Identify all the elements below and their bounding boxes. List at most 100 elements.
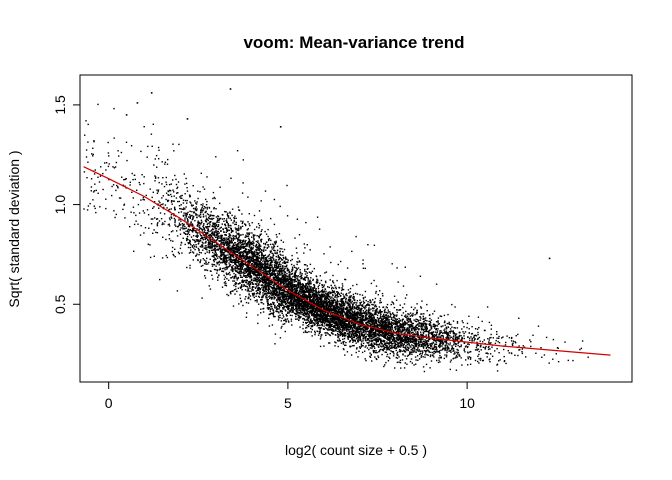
- data-point: [299, 307, 301, 310]
- data-point: [484, 347, 487, 349]
- data-point: [396, 326, 399, 328]
- data-point: [313, 267, 315, 270]
- data-point: [488, 321, 491, 324]
- data-point: [338, 340, 341, 342]
- data-point: [177, 200, 179, 203]
- data-point: [233, 244, 236, 247]
- data-point: [262, 294, 265, 297]
- data-point: [176, 192, 178, 194]
- data-point: [279, 337, 282, 339]
- data-point: [92, 147, 94, 149]
- data-point: [157, 190, 159, 193]
- data-point: [420, 317, 422, 319]
- data-point: [369, 331, 371, 334]
- data-point: [290, 278, 292, 280]
- data-point: [268, 296, 270, 298]
- data-point: [241, 241, 243, 244]
- data-point: [282, 251, 284, 253]
- data-point: [239, 241, 241, 243]
- data-point: [320, 311, 322, 313]
- data-point: [242, 220, 244, 223]
- data-point: [282, 267, 284, 269]
- data-point: [221, 258, 223, 260]
- data-point: [274, 264, 277, 266]
- data-point: [263, 255, 265, 258]
- data-point: [222, 260, 224, 262]
- data-point: [171, 250, 173, 253]
- data-point: [276, 252, 278, 255]
- data-point: [353, 311, 355, 313]
- data-point: [389, 357, 391, 360]
- data-point: [161, 197, 163, 199]
- data-point: [277, 270, 279, 272]
- data-point: [395, 321, 397, 324]
- data-points: [83, 88, 589, 373]
- data-point: [368, 314, 370, 317]
- data-point: [187, 230, 189, 233]
- data-point: [251, 288, 253, 291]
- data-point: [476, 348, 478, 350]
- data-point: [428, 347, 430, 349]
- data-point: [268, 291, 270, 294]
- data-point: [288, 269, 290, 271]
- data-point: [476, 343, 478, 345]
- data-point: [189, 242, 191, 245]
- data-point: [426, 327, 428, 330]
- data-point: [399, 359, 402, 362]
- data-point: [284, 319, 286, 322]
- data-point: [177, 251, 180, 253]
- data-point: [285, 319, 287, 321]
- data-point: [266, 296, 268, 299]
- data-point: [386, 323, 388, 325]
- data-point: [317, 304, 320, 306]
- data-point: [252, 286, 254, 288]
- data-point: [420, 355, 423, 357]
- data-point: [228, 248, 230, 250]
- data-point: [214, 197, 216, 200]
- data-point: [403, 367, 406, 369]
- data-point: [187, 242, 189, 244]
- data-point: [318, 332, 321, 335]
- data-point: [310, 291, 312, 294]
- data-point: [354, 319, 356, 321]
- data-point: [324, 327, 327, 329]
- data-point: [349, 304, 351, 306]
- data-point: [298, 312, 300, 314]
- data-point: [259, 251, 261, 253]
- data-point: [155, 154, 158, 157]
- data-point: [384, 346, 386, 348]
- data-point: [291, 311, 293, 313]
- data-point: [173, 206, 176, 208]
- data-point: [300, 287, 302, 289]
- data-point: [249, 280, 251, 283]
- data-point: [303, 290, 306, 293]
- data-point: [265, 297, 267, 299]
- data-point: [321, 310, 323, 312]
- data-point: [373, 346, 375, 348]
- data-point: [375, 351, 377, 354]
- data-point: [344, 312, 346, 315]
- data-point: [273, 302, 275, 304]
- data-point: [172, 189, 174, 191]
- data-point: [384, 348, 386, 350]
- data-point: [266, 277, 268, 279]
- data-point: [296, 299, 298, 302]
- data-point: [226, 293, 228, 296]
- data-point: [383, 335, 385, 337]
- data-point: [269, 268, 272, 270]
- data-point: [353, 296, 355, 298]
- data-point: [270, 266, 272, 269]
- data-point: [438, 351, 440, 353]
- data-point: [358, 321, 361, 324]
- data-point: [391, 263, 393, 265]
- data-point: [158, 149, 160, 151]
- data-point: [234, 266, 236, 268]
- data-point: [229, 260, 231, 263]
- data-point: [184, 199, 187, 202]
- data-point: [475, 335, 478, 337]
- data-point: [299, 313, 301, 315]
- data-point: [515, 342, 517, 344]
- data-point: [286, 286, 288, 288]
- data-point: [358, 350, 360, 352]
- data-point: [388, 342, 390, 345]
